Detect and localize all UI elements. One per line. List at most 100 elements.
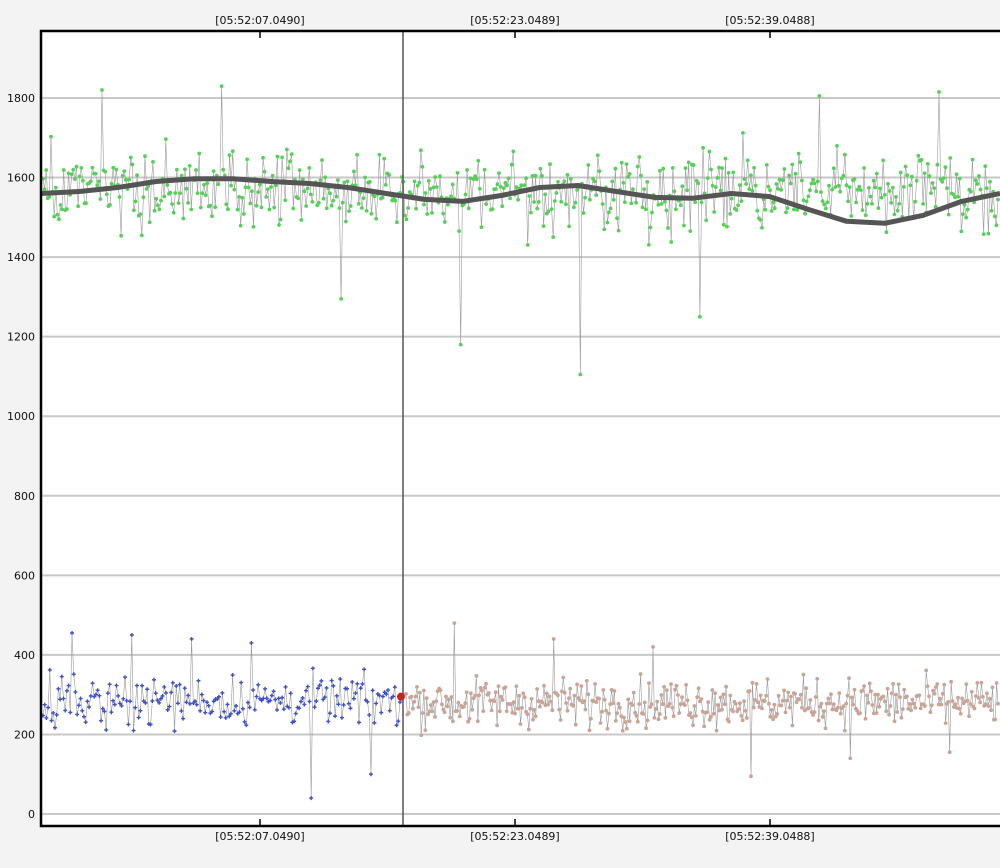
green-series-point [197,151,202,156]
blue-series-point [104,727,109,732]
blue-series-point [387,708,392,713]
pink-series-point [660,702,665,707]
green-series-point [519,183,524,188]
pink-series-point [747,689,752,693]
pink-series-point [956,695,960,700]
pink-series-point [728,693,733,698]
green-series-point [795,208,799,212]
pink-series-point [938,696,942,701]
green-series-point [734,208,739,213]
y-tick-label: 200 [14,728,35,741]
green-series-point [242,212,246,216]
pink-series-point [769,708,774,712]
green-series-point [996,197,1000,202]
green-series-point [229,183,234,188]
blue-series-point [223,715,228,720]
pink-series-point [455,709,459,713]
green-series-point [605,220,610,225]
pink-series-point [442,710,447,715]
blue-series-point [372,720,377,725]
green-series-point [529,210,533,215]
pink-series-point [876,692,880,697]
pink-series-point [561,675,566,680]
pink-series-point [845,693,850,698]
tick-labels: 0 200 400 600 800 1000 1200 1400 1600 1800 [05:52:… [7,14,815,843]
blue-series-line [42,632,401,799]
green-series-point [841,173,846,178]
green-series-point [248,201,253,206]
green-series-point [84,201,88,206]
blue-series-point [228,711,233,716]
green-series-point [168,190,173,195]
green-series-point [643,207,648,212]
green-series-point [728,212,733,216]
green-series-point [198,205,203,210]
pink-series-point [967,714,971,719]
green-series-point [984,186,989,191]
green-series-point [250,189,254,194]
pink-series-point [706,700,711,704]
green-series-point [179,173,184,178]
green-series-point [74,164,79,169]
pink-series-point [884,709,889,714]
green-series-point [154,196,159,201]
green-series-point [419,148,423,153]
green-series-point [940,179,945,184]
green-series-point [280,155,284,160]
pink-series-point [911,701,916,706]
green-series-point [698,314,702,319]
pink-series-point [440,702,444,707]
pink-series-point [978,700,982,705]
green-series-point [235,207,240,212]
pink-series-point [819,701,824,706]
pink-series-point [466,719,470,724]
pink-series-point [669,682,673,686]
pink-series-point [422,688,426,693]
blue-series-point [293,711,298,716]
green-series-point [219,84,224,88]
pink-series-point [579,684,584,688]
green-series-point [308,192,313,197]
green-series-point [642,187,646,192]
pink-series-point [742,699,746,704]
green-series-point [819,190,823,195]
blue-series-point [73,690,78,695]
green-series-point [823,206,828,211]
green-series-point [380,195,385,200]
blue-series-point [206,703,211,708]
pink-series-point [740,718,745,723]
green-series-point [556,179,560,184]
green-series-point [908,183,913,188]
pink-series-point [517,693,522,698]
green-series-point [484,202,489,207]
green-series-point [132,208,136,213]
green-series-point [369,211,374,216]
pink-series-point [811,713,815,717]
x-tick-label-top: [05:52:23.0489] [470,14,559,27]
pink-series-point [477,693,481,698]
green-series-point [656,202,661,207]
pink-series-point [762,699,767,703]
green-series-point [704,218,709,223]
green-series-point [769,209,774,213]
pink-series-point [538,704,542,709]
pink-series-point [709,715,713,719]
blue-series-point [95,688,100,693]
pink-series-point [515,706,520,711]
pink-series-point [464,690,469,695]
blue-series-point [368,772,373,777]
pink-series-point [940,691,945,696]
green-series-point [289,152,294,157]
blue-series-point [170,680,175,685]
pink-series-point [644,726,648,731]
pink-series-point [525,712,530,716]
blue-series-point [105,691,110,696]
green-series-point [216,182,221,187]
green-series-point [262,169,267,174]
pink-series-point [555,693,560,698]
blue-series-point [355,681,360,686]
green-series-point [120,173,125,178]
green-series-point [607,210,611,215]
selected-point[interactable] [397,692,405,701]
pink-series-point [587,728,592,733]
